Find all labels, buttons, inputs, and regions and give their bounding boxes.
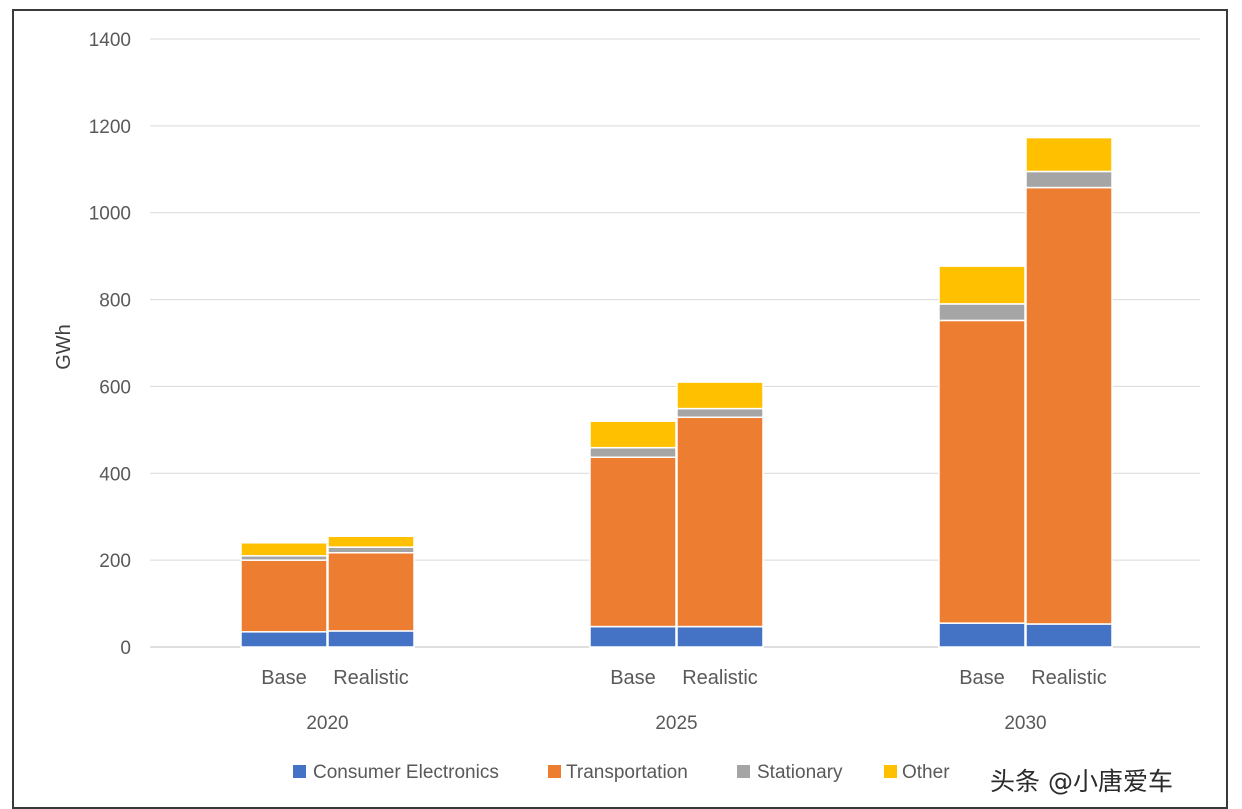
legend: Consumer Electronics Transportation Statio…: [293, 762, 950, 783]
bar-segment-consumer-electronics-1: [327, 630, 415, 648]
bars: [240, 136, 1113, 648]
bar-segment-other-4: [938, 265, 1026, 305]
bar-segment-stationary-2: [589, 446, 677, 458]
y-tick-label-1400: 1400: [89, 30, 131, 51]
y-tick-label-800: 800: [99, 291, 131, 312]
bar-segment-consumer-electronics-3: [676, 625, 764, 648]
legend-label-transportation: Transportation: [566, 762, 688, 783]
x-axis-category-labels: Base Realistic Base Realistic Base Realistic: [261, 667, 1107, 689]
y-tick-label-200: 200: [99, 551, 131, 572]
x-category-label-2: Base: [610, 667, 656, 689]
bar-segment-transportation-1: [327, 552, 415, 632]
bar-segment-consumer-electronics-5: [1025, 623, 1113, 648]
legend-label-stationary: Stationary: [757, 762, 843, 783]
bar-segment-consumer-electronics-2: [589, 625, 677, 648]
y-tick-label-1000: 1000: [89, 204, 131, 225]
x-category-label-0: Base: [261, 667, 307, 689]
x-category-label-3: Realistic: [682, 667, 758, 689]
legend-swatch-transportation: [548, 765, 561, 778]
x-category-label-4: Base: [959, 667, 1005, 689]
legend-label-other: Other: [902, 762, 950, 783]
bar-segment-other-0: [240, 542, 328, 557]
watermark-text: 头条 @小唐爱车: [990, 767, 1173, 796]
bar-segment-transportation-3: [676, 416, 764, 628]
bar-segment-other-2: [589, 420, 677, 449]
x-group-label-2025: 2025: [655, 713, 697, 734]
x-category-label-5: Realistic: [1031, 667, 1107, 689]
x-axis-group-labels: 2020 2025 2030: [306, 713, 1046, 734]
bar-segment-stationary-5: [1025, 170, 1113, 189]
legend-swatch-other: [884, 765, 897, 778]
legend-swatch-stationary: [737, 765, 750, 778]
x-group-label-2030: 2030: [1004, 713, 1046, 734]
y-axis-ticks: 0 200 400 600 800 1000 1200 1400: [89, 30, 131, 659]
bar-segment-consumer-electronics-4: [938, 622, 1026, 648]
bar-segment-consumer-electronics-0: [240, 631, 328, 648]
bar-segment-transportation-5: [1025, 186, 1113, 625]
bar-segment-stationary-4: [938, 303, 1026, 322]
bar-segment-transportation-4: [938, 319, 1026, 624]
bar-segment-transportation-2: [589, 456, 677, 628]
x-category-label-1: Realistic: [333, 667, 409, 689]
legend-label-consumer-electronics: Consumer Electronics: [313, 762, 499, 783]
bar-segment-stationary-3: [676, 407, 764, 419]
bar-segment-transportation-0: [240, 559, 328, 633]
y-axis-title: GWh: [53, 324, 75, 370]
legend-swatch-consumer-electronics: [293, 765, 306, 778]
y-tick-label-600: 600: [99, 377, 131, 398]
bar-segment-stationary-1: [327, 546, 415, 554]
bar-segment-other-1: [327, 535, 415, 548]
y-tick-label-400: 400: [99, 464, 131, 485]
bar-segment-other-3: [676, 381, 764, 410]
y-tick-label-0: 0: [120, 638, 131, 659]
x-group-label-2020: 2020: [306, 713, 348, 734]
y-tick-label-1200: 1200: [89, 117, 131, 138]
bar-segment-other-5: [1025, 136, 1113, 173]
